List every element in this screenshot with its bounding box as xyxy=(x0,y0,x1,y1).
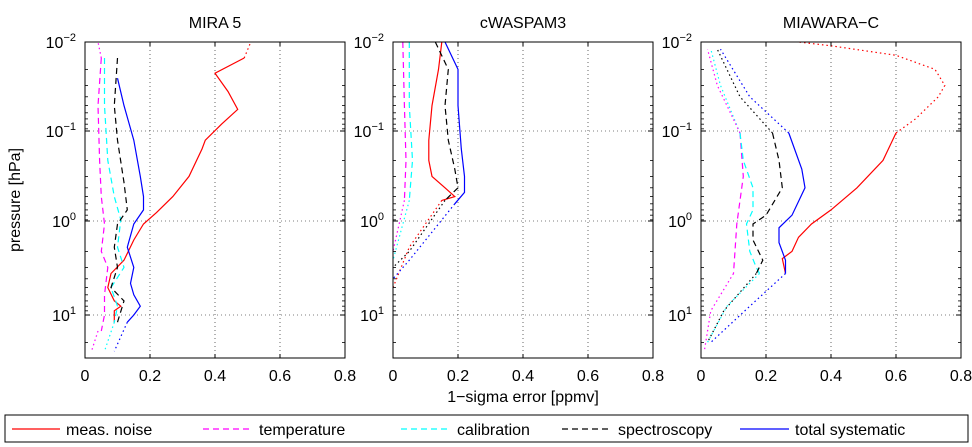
series-line-3 xyxy=(739,132,761,274)
x-tick-label: 0 xyxy=(697,368,706,385)
y-tick-label: 100 xyxy=(360,211,384,231)
series-line-4 xyxy=(752,132,783,274)
x-tick-label: 0.4 xyxy=(820,368,842,385)
series-line-12 xyxy=(703,273,735,352)
x-axis-label: 1−sigma error [ppmv] xyxy=(447,389,599,406)
x-tick-label: 0.4 xyxy=(204,368,226,385)
legend: meas. noise temperature calibration spectro… xyxy=(4,414,969,443)
y-tick-label: 10−2 xyxy=(354,32,384,52)
y-tick-label: 100 xyxy=(52,211,76,231)
series-line-6 xyxy=(392,200,443,288)
series-line-10 xyxy=(392,200,446,268)
panel-3: 0 0.2 0.4 0.6 0.8 10−2 10−1 100 101 MIAWARA−C xyxy=(662,15,972,385)
series-line-3 xyxy=(408,42,414,201)
panel-title: MIRA 5 xyxy=(189,15,242,32)
series-line-10 xyxy=(706,49,741,134)
x-tick-label: 0.4 xyxy=(512,368,534,385)
y-tick-label: 101 xyxy=(360,305,384,325)
y-tick-label: 100 xyxy=(668,211,692,231)
series-line-1 xyxy=(428,41,457,201)
x-tick-label: 0.8 xyxy=(642,368,664,385)
x-tick-label: 0.8 xyxy=(334,368,356,385)
legend-label: meas. noise xyxy=(66,422,152,439)
y-tick-label: 10−2 xyxy=(662,32,692,52)
y-tick-label: 10−1 xyxy=(662,121,692,141)
series-line-9 xyxy=(97,41,102,59)
series-line-10 xyxy=(243,41,252,59)
y-axis-label: pressure [hPa] xyxy=(7,148,24,252)
series-line-2 xyxy=(732,132,744,274)
panel-2: 0 0.2 0.4 0.6 0.8 10−2 10−1 100 101 cWASPAM3 xyxy=(354,15,665,385)
panel-1: 0 0.2 0.4 0.6 0.8 10−2 10−1 100 101 MIRA 5 xyxy=(46,15,357,385)
legend-label: spectroscopy xyxy=(618,422,712,439)
series-line-7 xyxy=(103,322,115,352)
x-tick-label: 0 xyxy=(389,368,398,385)
series-line-1 xyxy=(781,132,897,274)
panel-title: MIAWARA−C xyxy=(783,15,879,32)
series-line-8 xyxy=(113,321,128,352)
series-line-8 xyxy=(392,200,410,261)
y-tick-label: 10−2 xyxy=(46,32,76,52)
series-line-3 xyxy=(103,58,125,323)
x-tick-label: 0.2 xyxy=(447,368,469,385)
x-tick-label: 0.6 xyxy=(269,368,291,385)
series-line-5 xyxy=(444,41,466,205)
legend-box xyxy=(4,414,969,443)
y-tick-label: 101 xyxy=(668,305,692,325)
x-tick-label: 0.2 xyxy=(139,368,161,385)
series-line-5 xyxy=(778,132,806,274)
series-line-14 xyxy=(706,273,757,343)
x-tick-label: 0.8 xyxy=(950,368,972,385)
series-line-5 xyxy=(116,78,145,323)
series-line-13 xyxy=(706,273,760,343)
x-tick-label: 0.6 xyxy=(885,368,907,385)
series-line-1 xyxy=(107,57,245,323)
series-line-8 xyxy=(719,48,790,134)
series-line-2 xyxy=(402,41,407,201)
series-line-2 xyxy=(97,57,109,332)
x-tick-label: 0.2 xyxy=(755,368,777,385)
series-line-4 xyxy=(434,41,459,201)
y-tick-label: 10−1 xyxy=(46,121,76,141)
x-tick-label: 0.6 xyxy=(577,368,599,385)
panel-title: cWASPAM3 xyxy=(480,15,566,32)
legend-label: total systematic xyxy=(795,422,905,439)
series-line-7 xyxy=(392,203,456,280)
series-line-4 xyxy=(110,57,128,323)
legend-label: temperature xyxy=(259,422,345,439)
y-tick-label: 10−1 xyxy=(354,121,384,141)
x-tick-label: 0 xyxy=(81,368,90,385)
legend-label: calibration xyxy=(457,422,530,439)
y-tick-label: 101 xyxy=(52,305,76,325)
